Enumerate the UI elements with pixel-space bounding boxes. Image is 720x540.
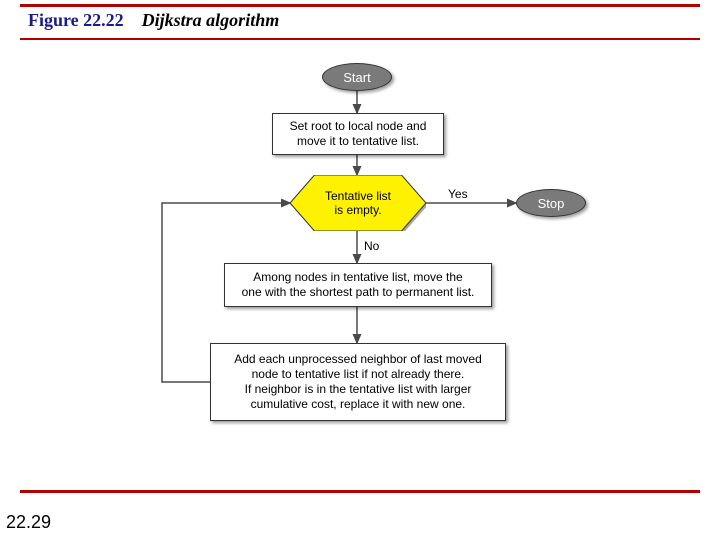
edge-label-yes: Yes	[448, 187, 468, 201]
stop-terminal: Stop	[516, 189, 586, 217]
edge-label-no: No	[364, 239, 379, 253]
slide-number: 22.29	[6, 512, 51, 533]
figure-title: Figure 22.22 Dijkstra algorithm	[28, 10, 279, 31]
move-process: Among nodes in tentative list, move theo…	[224, 263, 492, 307]
flowchart: Start Set root to local node andmove it t…	[0, 55, 720, 485]
footer-rule	[20, 490, 700, 493]
start-terminal: Start	[322, 63, 392, 91]
figure-caption: Dijkstra algorithm	[142, 10, 280, 30]
header-rule-top	[20, 4, 700, 7]
decision-label: Tentative listis empty.	[325, 189, 391, 218]
add-process: Add each unprocessed neighbor of last mo…	[210, 343, 506, 421]
decision-decision: Tentative listis empty.	[290, 175, 426, 231]
header-rule-bottom	[20, 38, 700, 40]
setroot-process: Set root to local node andmove it to ten…	[272, 113, 444, 155]
figure-number: Figure 22.22	[28, 10, 124, 30]
